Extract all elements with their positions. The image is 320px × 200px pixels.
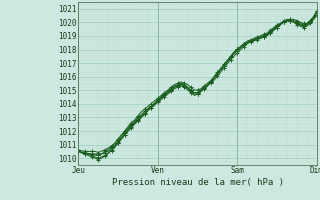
X-axis label: Pression niveau de la mer( hPa ): Pression niveau de la mer( hPa )	[112, 178, 284, 187]
